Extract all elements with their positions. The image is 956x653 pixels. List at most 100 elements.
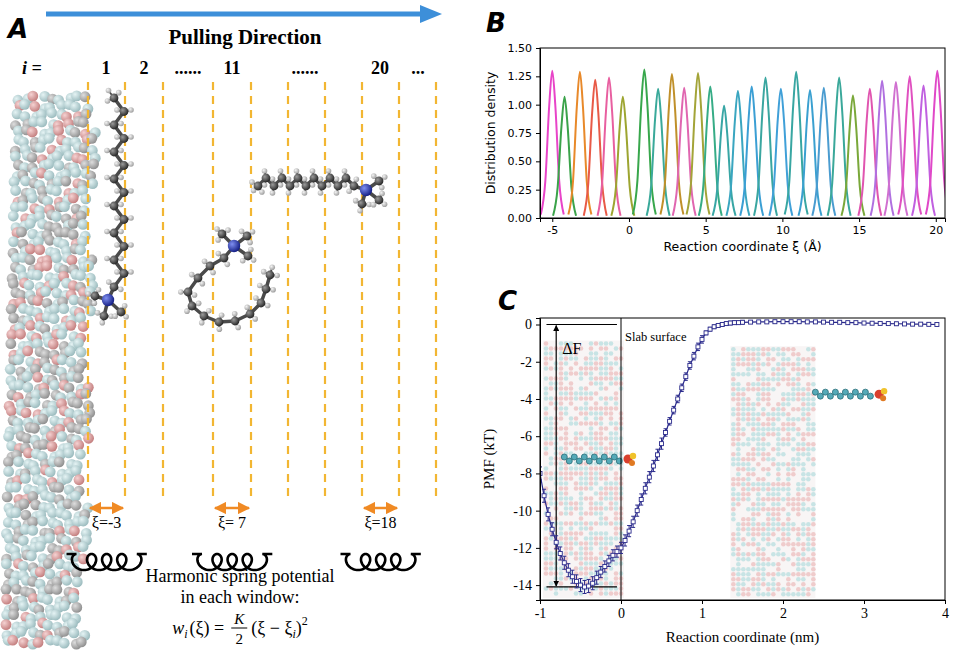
- inset-atom: [614, 431, 619, 436]
- inset-atom: [811, 457, 816, 462]
- inset-atom: [604, 486, 609, 491]
- inset-atom: [771, 407, 776, 412]
- hydrogen: [178, 289, 184, 295]
- inset-atom: [791, 377, 796, 382]
- inset-atom: [604, 521, 609, 526]
- inset-atom: [746, 382, 751, 387]
- carbon: [257, 299, 266, 308]
- slab-atom: [45, 466, 56, 477]
- slab-atom: [59, 638, 70, 649]
- slab-atom: [76, 637, 87, 648]
- panel-label: B: [486, 8, 506, 38]
- inset-atom: [811, 407, 816, 412]
- inset-atom: [559, 446, 564, 451]
- inset-atom: [584, 551, 589, 556]
- inset-atom: [589, 551, 594, 556]
- inset-atom: [549, 491, 554, 496]
- inset-atom: [781, 412, 786, 417]
- inset-atom: [811, 432, 816, 437]
- inset-atom: [609, 501, 614, 506]
- inset-atom: [574, 446, 579, 451]
- inset-atom: [604, 491, 609, 496]
- inset-atom: [796, 387, 801, 392]
- hydrogen: [118, 229, 124, 235]
- hydrogen: [294, 182, 300, 188]
- inset-atom: [614, 571, 619, 576]
- hydrogen: [104, 202, 110, 208]
- inset-atom: [731, 352, 736, 357]
- tick: 20: [929, 218, 943, 237]
- inset-atom: [544, 566, 549, 571]
- inset-atom: [569, 541, 574, 546]
- inset-atom: [796, 447, 801, 452]
- carbon: [110, 202, 119, 211]
- inset-atom: [559, 491, 564, 496]
- inset-atom: [604, 446, 609, 451]
- slab-atom: [70, 167, 81, 178]
- distribution-curve: [828, 77, 851, 215]
- inset-atom: [589, 476, 594, 481]
- inset-atom: [756, 367, 761, 372]
- inset-atom: [579, 511, 584, 516]
- inset-atom: [781, 407, 786, 412]
- inset-atom: [589, 376, 594, 381]
- tick: 0.00: [508, 212, 541, 225]
- carbon: [244, 252, 253, 261]
- inset-atom: [776, 372, 781, 377]
- inset-atom: [746, 422, 751, 427]
- inset-atom: [614, 496, 619, 501]
- carbon: [294, 174, 303, 183]
- inset-atom: [564, 531, 569, 536]
- inset-atom: [746, 462, 751, 467]
- inset-atom: [746, 347, 751, 352]
- inset-atom: [544, 536, 549, 541]
- inset-atom: [544, 561, 549, 566]
- tick-label: 5: [703, 224, 710, 237]
- inset-atom: [771, 447, 776, 452]
- inset-atom: [569, 366, 574, 371]
- carbon: [194, 274, 203, 283]
- formula-text: 2: [302, 614, 308, 628]
- slab-atom: [68, 593, 79, 604]
- slab-atom: [73, 372, 84, 383]
- carbon: [310, 174, 319, 183]
- inset-atom: [579, 526, 584, 531]
- inset-atom: [589, 561, 594, 566]
- inset-atom: [786, 397, 791, 402]
- inset-atom: [599, 466, 604, 471]
- inset-atom: [741, 412, 746, 417]
- inset-atom: [544, 571, 549, 576]
- inset-atom: [604, 376, 609, 381]
- inset-atom: [549, 566, 554, 571]
- inset-atom: [599, 521, 604, 526]
- inset-atom: [806, 357, 811, 362]
- hydrogen: [114, 215, 120, 221]
- hydrogen: [274, 273, 280, 279]
- inset-atom: [614, 471, 619, 476]
- inset-atom: [796, 392, 801, 397]
- inset-atom: [594, 506, 599, 511]
- inset-atom: [761, 407, 766, 412]
- hydrogen: [294, 168, 300, 174]
- hydrogen: [353, 198, 359, 204]
- inset-atom: [589, 381, 594, 386]
- inset-atom: [771, 427, 776, 432]
- inset-atom: [559, 411, 564, 416]
- hydrogen: [318, 190, 324, 196]
- inset-atom: [781, 352, 786, 357]
- inset-atom: [614, 561, 619, 566]
- inset-atom: [589, 436, 594, 441]
- inset-atom: [614, 421, 619, 426]
- inset-atom: [609, 371, 614, 376]
- inset-atom: [786, 362, 791, 367]
- hydrogen: [199, 320, 205, 326]
- inset-atom: [599, 471, 604, 476]
- inset-atom: [589, 541, 594, 546]
- slab-atom: [58, 303, 69, 314]
- inset-atom: [549, 561, 554, 566]
- tick: 5: [703, 218, 710, 237]
- slab-atom: [53, 482, 64, 493]
- inset-atom: [619, 546, 624, 551]
- inset-atom: [796, 442, 801, 447]
- slab-atom: [48, 339, 59, 350]
